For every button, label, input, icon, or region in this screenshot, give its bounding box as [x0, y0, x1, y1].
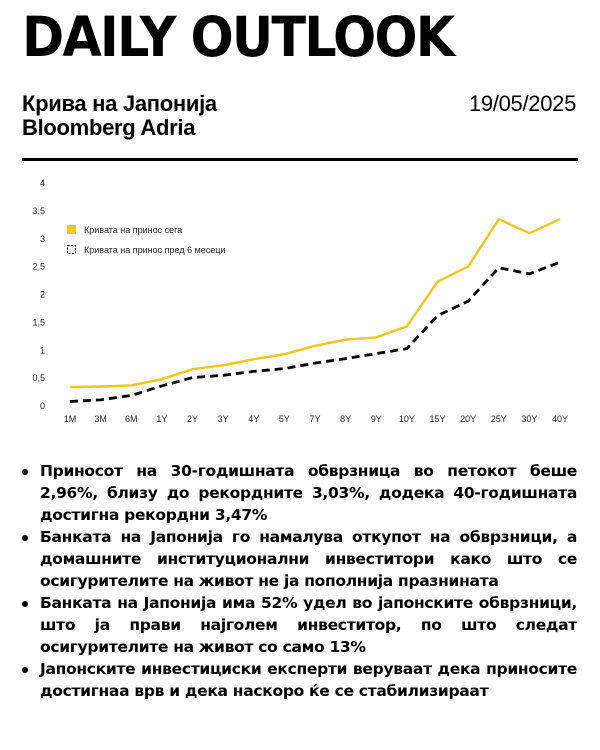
bullet-text: Банката на Јапонија го намалува откупот …: [40, 528, 577, 590]
series-line-current: [69, 218, 561, 389]
bullet-dot: [22, 601, 28, 607]
y-tick-label: 2: [40, 290, 45, 300]
key-points-list: Приносот на 30-годишната обврзница во пе…: [22, 460, 577, 702]
y-axis: 0 0,5 1 1,5 2 2,5 3 3,5 4: [32, 178, 45, 411]
x-tick-label: 3M: [94, 414, 107, 424]
yield-curve-chart: 0 0,5 1 1,5 2 2,5 3 3,5 4 1M 3M 6M 1Y 2Y 3Y 4Y 5Y 7Y 8Y 9Y…: [32, 178, 568, 424]
x-tick-label: 30Y: [521, 414, 537, 424]
bullet-dot: [22, 469, 28, 475]
bullet-text: Јапонските инвестициски експерти веруваа…: [40, 660, 577, 700]
bullet-text: Банката на Јапонија има 52% удел во јапо…: [40, 594, 577, 656]
chart-lines: [69, 218, 561, 403]
page-subtitle: Крива на Јапонија Bloomberg Adria: [22, 92, 217, 140]
legend-swatch-previous: [67, 245, 76, 254]
x-tick-label: 1Y: [156, 414, 167, 424]
x-tick-label: 8Y: [340, 414, 351, 424]
y-tick-label: 1,5: [32, 317, 45, 327]
series-line-previous: [69, 260, 561, 403]
legend-swatch-current: [67, 225, 76, 234]
x-tick-label: 1M: [64, 414, 77, 424]
bullet-dot: [22, 667, 28, 673]
x-tick-label: 5Y: [279, 414, 290, 424]
y-tick-label: 1: [40, 345, 45, 355]
x-tick-label: 20Y: [460, 414, 476, 424]
chart-legend: Кривата на принос сега Кривата на принос…: [67, 225, 225, 255]
x-tick-label: 4Y: [248, 414, 259, 424]
legend-label-current: Кривата на принос сега: [84, 225, 182, 235]
bullet-text: Приносот на 30-годишната обврзница во пе…: [40, 462, 577, 524]
x-tick-label: 7Y: [309, 414, 320, 424]
legend-label-previous: Кривата на принос пред 6 месеци: [84, 245, 225, 255]
y-tick-label: 4: [40, 178, 45, 188]
y-tick-label: 3: [40, 234, 45, 244]
y-tick-label: 0,5: [32, 373, 45, 383]
bullet-item: Јапонските инвестициски експерти веруваа…: [22, 658, 577, 702]
divider: [22, 158, 578, 161]
brand-title: DAILY OUTLOOK: [22, 5, 455, 69]
y-tick-label: 0: [40, 401, 45, 411]
x-tick-label: 6M: [125, 414, 138, 424]
bullet-dot: [22, 535, 28, 541]
publish-date: 19/05/2025: [468, 91, 576, 116]
x-tick-label: 3Y: [218, 414, 229, 424]
y-tick-label: 3,5: [32, 206, 45, 216]
chart-title: Крива на Јапонија: [22, 91, 217, 116]
x-tick-label: 10Y: [399, 414, 415, 424]
y-tick-label: 2,5: [32, 262, 45, 272]
x-tick-label: 9Y: [371, 414, 382, 424]
x-tick-label: 2Y: [187, 414, 198, 424]
source-label: Bloomberg Adria: [22, 115, 196, 140]
bullet-item: Приносот на 30-годишната обврзница во пе…: [22, 460, 577, 526]
bullet-item: Банката на Јапонија го намалува откупот …: [22, 526, 577, 592]
x-axis: 1M 3M 6M 1Y 2Y 3Y 4Y 5Y 7Y 8Y 9Y 10Y 15Y 20Y 25Y 30Y 40Y: [64, 414, 568, 424]
bullet-item: Банката на Јапонија има 52% удел во јапо…: [22, 592, 577, 658]
x-tick-label: 15Y: [429, 414, 445, 424]
x-tick-label: 25Y: [491, 414, 507, 424]
x-tick-label: 40Y: [552, 414, 568, 424]
